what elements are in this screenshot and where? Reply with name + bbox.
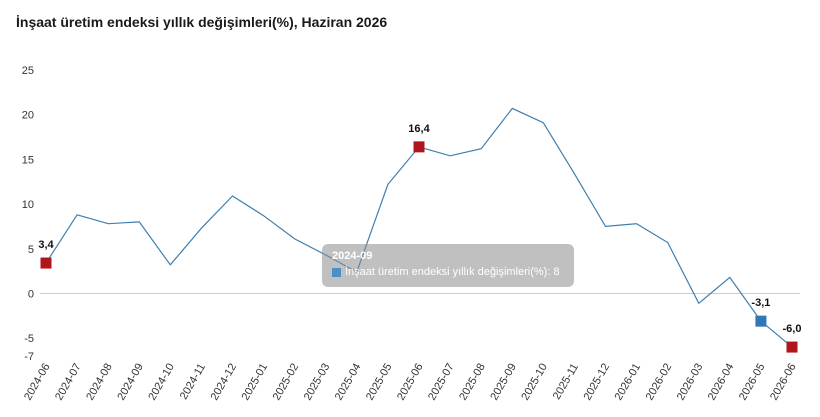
x-tick-label: 2026-06 [768,362,799,403]
tooltip-date: 2024-09 [332,250,373,262]
x-tick-label: 2025-06 [395,362,426,403]
x-tick-label: 2026-05 [737,362,768,403]
y-tick-label: 0 [28,288,34,300]
x-tick-label: 2024-12 [209,362,240,403]
x-tick-label: 2026-04 [706,362,737,403]
x-tick-label: 2025-09 [488,362,519,403]
y-tick-label: -7 [24,351,34,363]
x-tick-label: 2025-12 [582,362,613,403]
data-label: -3,1 [751,297,770,309]
x-tick-label: 2025-08 [457,361,488,402]
x-tick-label: 2026-02 [644,362,675,403]
x-tick-label: 2024-09 [115,362,146,403]
x-tick-label: 2025-07 [426,362,457,403]
x-tick-label: 2025-10 [519,362,550,403]
x-tick-label: 2024-07 [53,362,84,403]
y-tick-label: 5 [28,244,34,256]
x-tick-label: 2024-11 [178,362,208,402]
data-point-marker[interactable] [755,315,767,327]
x-tick-label: 2025-02 [271,362,302,403]
data-point-marker[interactable] [40,257,52,269]
x-tick-label: 2024-06 [22,362,53,403]
data-label: -6,0 [783,323,802,335]
tooltip-text: İnşaat üretim endeksi yıllık değişimleri… [345,266,560,278]
chart-tooltip: 2024-09 İnşaat üretim endeksi yıllık değ… [322,244,574,287]
x-tick-label: 2024-08 [84,362,115,403]
x-tick-label: 2025-04 [333,362,364,403]
data-point-marker[interactable] [786,341,798,353]
y-tick-label: 10 [22,199,34,211]
data-label: 3,4 [38,239,54,251]
data-label: 16,4 [408,123,430,135]
x-tick-label: 2025-11 [551,362,581,402]
tooltip-series-swatch [332,267,341,277]
chart-title: İnşaat üretim endeksi yıllık değişimleri… [16,14,388,30]
y-tick-label: 25 [22,65,34,77]
y-tick-label: 15 [22,154,34,166]
x-tick-label: 2026-03 [675,362,706,403]
y-tick-label: -5 [24,333,34,345]
data-point-marker[interactable] [413,141,425,153]
y-tick-label: 20 [22,110,34,122]
x-tick-label: 2024-10 [146,362,177,403]
x-tick-label: 2025-05 [364,362,395,403]
x-tick-label: 2025-01 [240,362,271,403]
x-tick-label: 2025-03 [302,362,333,403]
x-tick-label: 2026-01 [613,362,644,403]
